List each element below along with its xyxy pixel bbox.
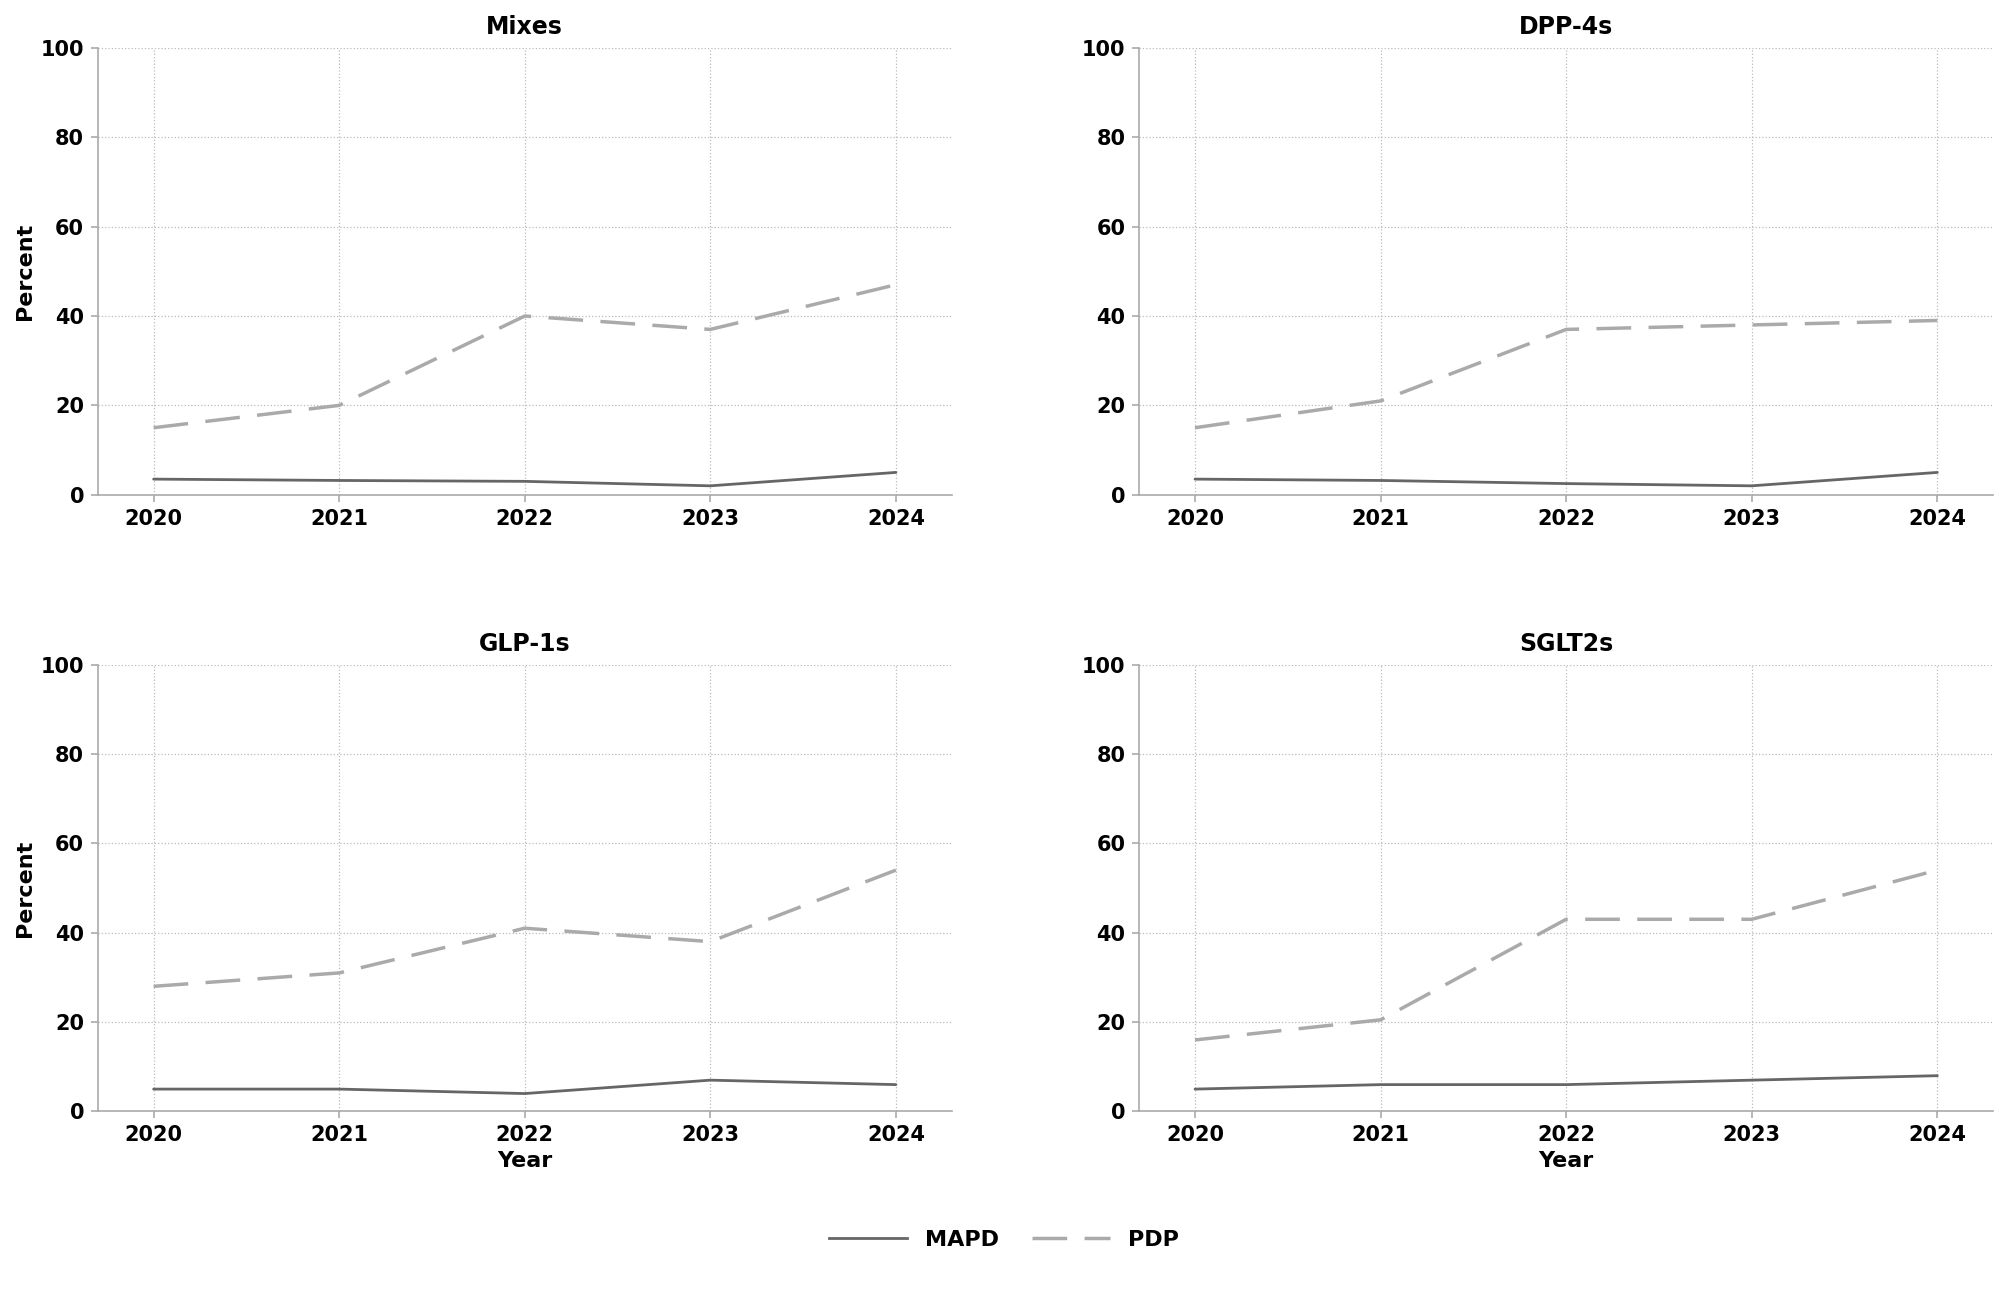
- X-axis label: Year: Year: [1537, 1151, 1594, 1170]
- Title: DPP-4s: DPP-4s: [1519, 15, 1612, 39]
- Legend: MAPD, PDP: MAPD, PDP: [821, 1221, 1186, 1258]
- Y-axis label: Percent: Percent: [14, 839, 34, 937]
- Title: Mixes: Mixes: [486, 15, 562, 39]
- Y-axis label: Percent: Percent: [14, 223, 34, 320]
- Title: SGLT2s: SGLT2s: [1519, 632, 1612, 656]
- X-axis label: Year: Year: [498, 1151, 552, 1170]
- Title: GLP-1s: GLP-1s: [480, 632, 570, 656]
